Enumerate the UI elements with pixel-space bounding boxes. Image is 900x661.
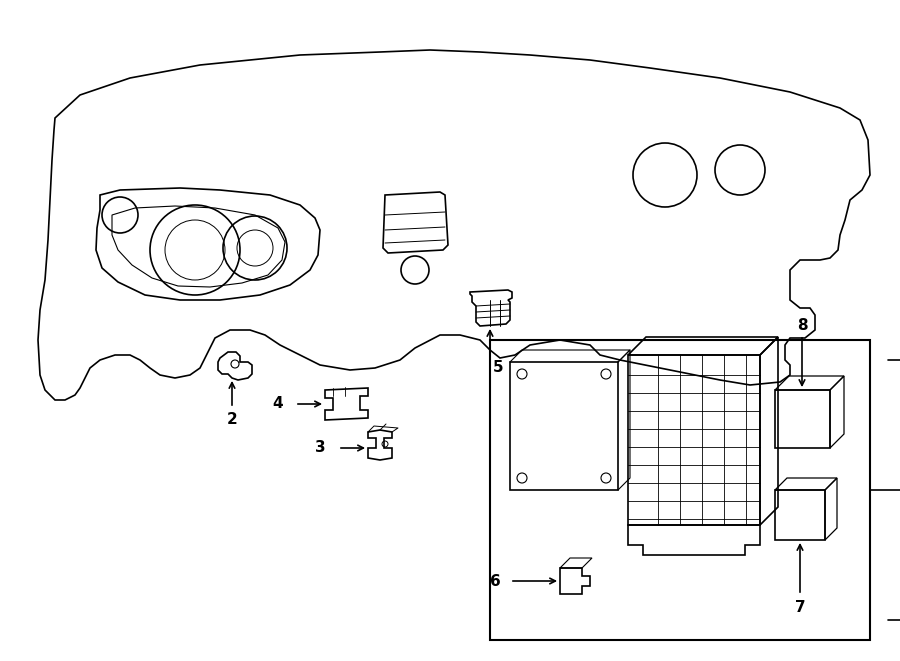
Bar — [490, 340, 870, 640]
Text: 6: 6 — [490, 574, 500, 588]
Text: 8: 8 — [796, 317, 807, 332]
Text: 2: 2 — [227, 412, 238, 428]
Text: 4: 4 — [273, 397, 284, 412]
Text: 5: 5 — [492, 360, 503, 375]
Text: 7: 7 — [795, 600, 806, 615]
Text: 3: 3 — [315, 440, 325, 455]
